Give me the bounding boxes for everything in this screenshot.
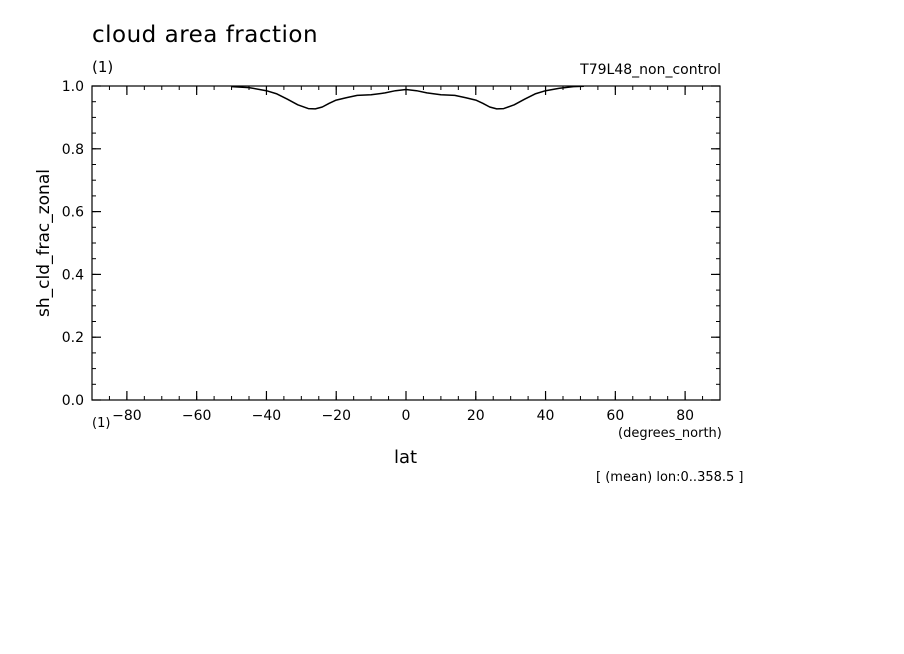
y-tick-label: 0.4 xyxy=(62,267,84,283)
x-tick-label: −20 xyxy=(321,408,351,424)
x-units-left: (1) xyxy=(92,416,111,431)
y-tick-label: 0.6 xyxy=(62,205,84,221)
x-tick-label: −40 xyxy=(252,408,282,424)
x-tick-label: −80 xyxy=(112,408,142,424)
chart-title: cloud area fraction xyxy=(92,22,319,48)
run-name: T79L48_non_control xyxy=(580,62,721,78)
y-tick-label: 1.0 xyxy=(62,79,84,95)
x-tick-label: 0 xyxy=(402,408,411,424)
y-tick-label: 0.8 xyxy=(62,142,84,158)
y-tick-label: 0.2 xyxy=(62,330,84,346)
x-tick-label: 60 xyxy=(606,408,624,424)
plot-frame xyxy=(91,85,721,401)
y-tick-label: 0.0 xyxy=(62,393,84,409)
title-units: (1) xyxy=(92,58,114,76)
x-axis-units: (degrees_north) xyxy=(618,426,722,441)
x-axis-label: lat xyxy=(394,447,418,468)
x-tick-label: 40 xyxy=(537,408,555,424)
series-line xyxy=(231,85,584,110)
x-tick-label: 20 xyxy=(467,408,485,424)
averaging-note: [ (mean) lon:0..358.5 ] xyxy=(596,470,744,485)
x-tick-label: 80 xyxy=(676,408,694,424)
x-tick-label: −60 xyxy=(182,408,212,424)
